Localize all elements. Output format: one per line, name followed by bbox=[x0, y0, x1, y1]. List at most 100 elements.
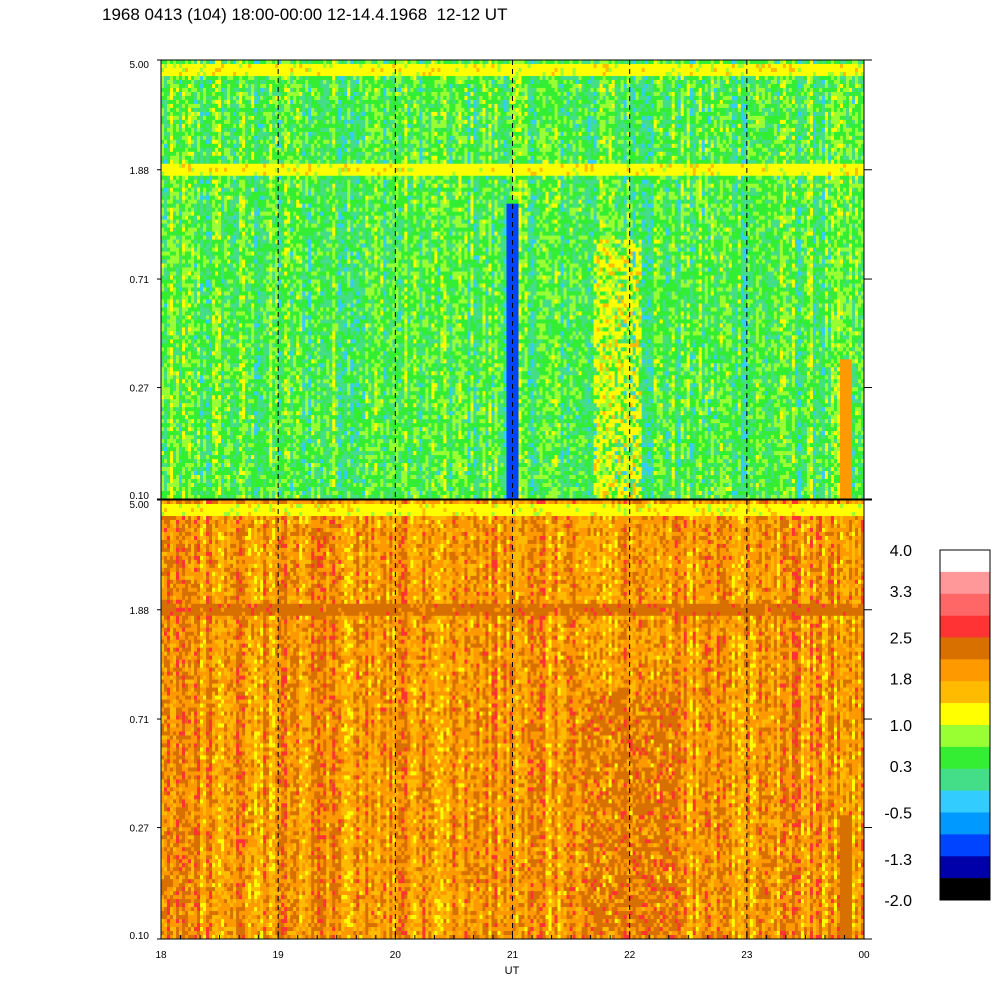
heatmap-cell bbox=[188, 76, 191, 80]
heatmap-cell bbox=[224, 295, 227, 299]
heatmap-cell bbox=[179, 295, 182, 299]
heatmap-cell bbox=[170, 228, 173, 232]
heatmap-cell bbox=[230, 116, 233, 120]
heatmap-cell bbox=[218, 264, 221, 268]
heatmap-cell bbox=[233, 148, 236, 152]
heatmap-cell bbox=[206, 339, 209, 343]
heatmap-cell bbox=[251, 443, 254, 447]
heatmap-cell bbox=[248, 371, 251, 375]
heatmap-cell bbox=[230, 88, 233, 92]
heatmap-cell bbox=[257, 323, 260, 327]
heatmap-cell bbox=[209, 212, 212, 216]
heatmap-cell bbox=[176, 100, 179, 104]
heatmap-cell bbox=[206, 291, 209, 295]
heatmap-cell bbox=[167, 160, 170, 164]
heatmap-cell bbox=[194, 264, 197, 268]
heatmap-cell bbox=[161, 148, 164, 152]
heatmap-cell bbox=[215, 136, 218, 140]
heatmap-cell bbox=[224, 88, 227, 92]
heatmap-cell bbox=[236, 371, 239, 375]
heatmap-cell bbox=[173, 152, 176, 156]
heatmap-cell bbox=[203, 100, 206, 104]
heatmap-cell bbox=[218, 283, 221, 287]
heatmap-cell bbox=[191, 367, 194, 371]
heatmap-cell bbox=[233, 371, 236, 375]
heatmap-cell bbox=[254, 160, 257, 164]
heatmap-cell bbox=[188, 264, 191, 268]
heatmap-cell bbox=[227, 359, 230, 363]
heatmap-cell bbox=[218, 411, 221, 415]
heatmap-cell bbox=[233, 411, 236, 415]
heatmap-cell bbox=[212, 411, 215, 415]
heatmap-cell bbox=[227, 136, 230, 140]
heatmap-cell bbox=[170, 311, 173, 315]
heatmap-cell bbox=[227, 303, 230, 307]
heatmap-cell bbox=[221, 68, 224, 72]
heatmap-cell bbox=[254, 204, 257, 208]
heatmap-cell bbox=[233, 295, 236, 299]
heatmap-cell bbox=[167, 331, 170, 335]
heatmap-cell bbox=[257, 144, 260, 148]
heatmap-cell bbox=[212, 427, 215, 431]
heatmap-cell bbox=[200, 479, 203, 483]
heatmap-cell bbox=[194, 116, 197, 120]
heatmap-cell bbox=[164, 467, 167, 471]
heatmap-cell bbox=[215, 323, 218, 327]
heatmap-cell bbox=[179, 291, 182, 295]
heatmap-cell bbox=[254, 100, 257, 104]
heatmap-cell bbox=[233, 96, 236, 100]
heatmap-cell bbox=[200, 331, 203, 335]
heatmap-cell bbox=[188, 116, 191, 120]
heatmap-cell bbox=[206, 431, 209, 435]
heatmap-cell bbox=[161, 319, 164, 323]
heatmap-cell bbox=[194, 371, 197, 375]
heatmap-cell bbox=[230, 407, 233, 411]
heatmap-cell bbox=[173, 363, 176, 367]
heatmap-cell bbox=[191, 228, 194, 232]
heatmap-cell bbox=[242, 371, 245, 375]
heatmap-cell bbox=[179, 188, 182, 192]
heatmap-cell bbox=[161, 475, 164, 479]
heatmap-cell bbox=[242, 136, 245, 140]
heatmap-cell bbox=[224, 184, 227, 188]
heatmap-cell bbox=[257, 180, 260, 184]
heatmap-cell bbox=[230, 228, 233, 232]
heatmap-cell bbox=[248, 76, 251, 80]
heatmap-cell bbox=[209, 411, 212, 415]
heatmap-cell bbox=[254, 64, 257, 68]
heatmap-cell bbox=[218, 132, 221, 136]
heatmap-cell bbox=[200, 383, 203, 387]
heatmap-cell bbox=[209, 256, 212, 260]
heatmap-cell bbox=[164, 132, 167, 136]
heatmap-cell bbox=[167, 80, 170, 84]
heatmap-cell bbox=[206, 176, 209, 180]
heatmap-cell bbox=[254, 359, 257, 363]
heatmap-cell bbox=[257, 264, 260, 268]
heatmap-cell bbox=[260, 327, 263, 331]
heatmap-cell bbox=[188, 196, 191, 200]
heatmap-cell bbox=[173, 216, 176, 220]
heatmap-cell bbox=[161, 140, 164, 144]
heatmap-cell bbox=[254, 479, 257, 483]
heatmap-cell bbox=[170, 132, 173, 136]
heatmap-cell bbox=[179, 160, 182, 164]
heatmap-cell bbox=[182, 204, 185, 208]
heatmap-cell bbox=[182, 68, 185, 72]
heatmap-cell bbox=[197, 260, 200, 264]
heatmap-cell bbox=[212, 391, 215, 395]
heatmap-cell bbox=[221, 467, 224, 471]
heatmap-cell bbox=[215, 479, 218, 483]
heatmap-cell bbox=[239, 479, 242, 483]
heatmap-cell bbox=[179, 176, 182, 180]
heatmap-cell bbox=[215, 471, 218, 475]
heatmap-cell bbox=[173, 311, 176, 315]
heatmap-cell bbox=[170, 335, 173, 339]
heatmap-cell bbox=[239, 192, 242, 196]
heatmap-cell bbox=[203, 375, 206, 379]
heatmap-cell bbox=[215, 415, 218, 419]
heatmap-cell bbox=[212, 431, 215, 435]
heatmap-cell bbox=[209, 252, 212, 256]
heatmap-cell bbox=[209, 196, 212, 200]
heatmap-cell bbox=[203, 455, 206, 459]
heatmap-cell bbox=[236, 280, 239, 284]
